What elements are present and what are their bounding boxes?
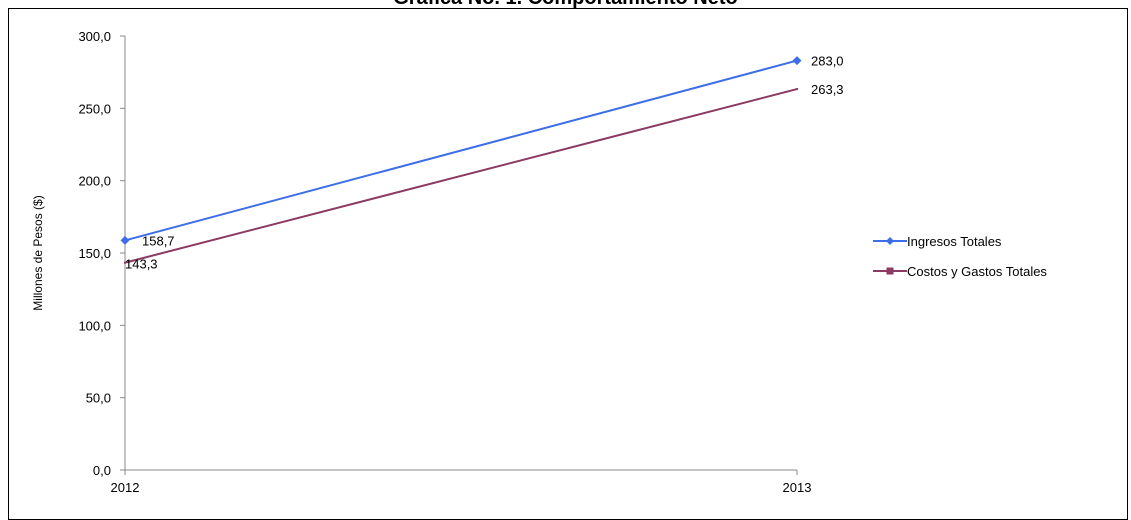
legend-marker bbox=[886, 237, 894, 245]
y-tick-label: 100,0 bbox=[78, 318, 111, 333]
data-point-marker bbox=[792, 56, 802, 66]
data-label: 263,3 bbox=[811, 82, 844, 97]
y-tick-label: 200,0 bbox=[78, 174, 111, 189]
x-tick-label: 2013 bbox=[783, 480, 812, 495]
series-line-1 bbox=[124, 88, 798, 264]
legend-marker bbox=[886, 267, 894, 275]
data-label: 283,0 bbox=[811, 54, 844, 69]
data-label: 143,3 bbox=[125, 257, 158, 272]
chart-frame bbox=[8, 8, 1128, 520]
y-tick-label: 250,0 bbox=[78, 101, 111, 116]
y-tick-label: 150,0 bbox=[78, 246, 111, 261]
y-tick-label: 300,0 bbox=[78, 29, 111, 44]
chart-title: Gráfica No. 1. Comportamiento Neto bbox=[0, 0, 1131, 9]
y-tick-label: 0,0 bbox=[93, 463, 111, 478]
legend-label: Ingresos Totales bbox=[907, 234, 1002, 249]
legend-label: Costos y Gastos Totales bbox=[907, 264, 1047, 279]
y-axis-title: Millones de Pesos ($) bbox=[31, 195, 45, 310]
x-tick-label: 2012 bbox=[111, 480, 140, 495]
y-tick-label: 50,0 bbox=[86, 391, 111, 406]
data-point-marker bbox=[124, 261, 126, 264]
series-line-0 bbox=[124, 59, 798, 242]
data-point-marker bbox=[120, 235, 130, 245]
data-label: 158,7 bbox=[142, 233, 175, 248]
data-point-marker bbox=[796, 88, 798, 91]
